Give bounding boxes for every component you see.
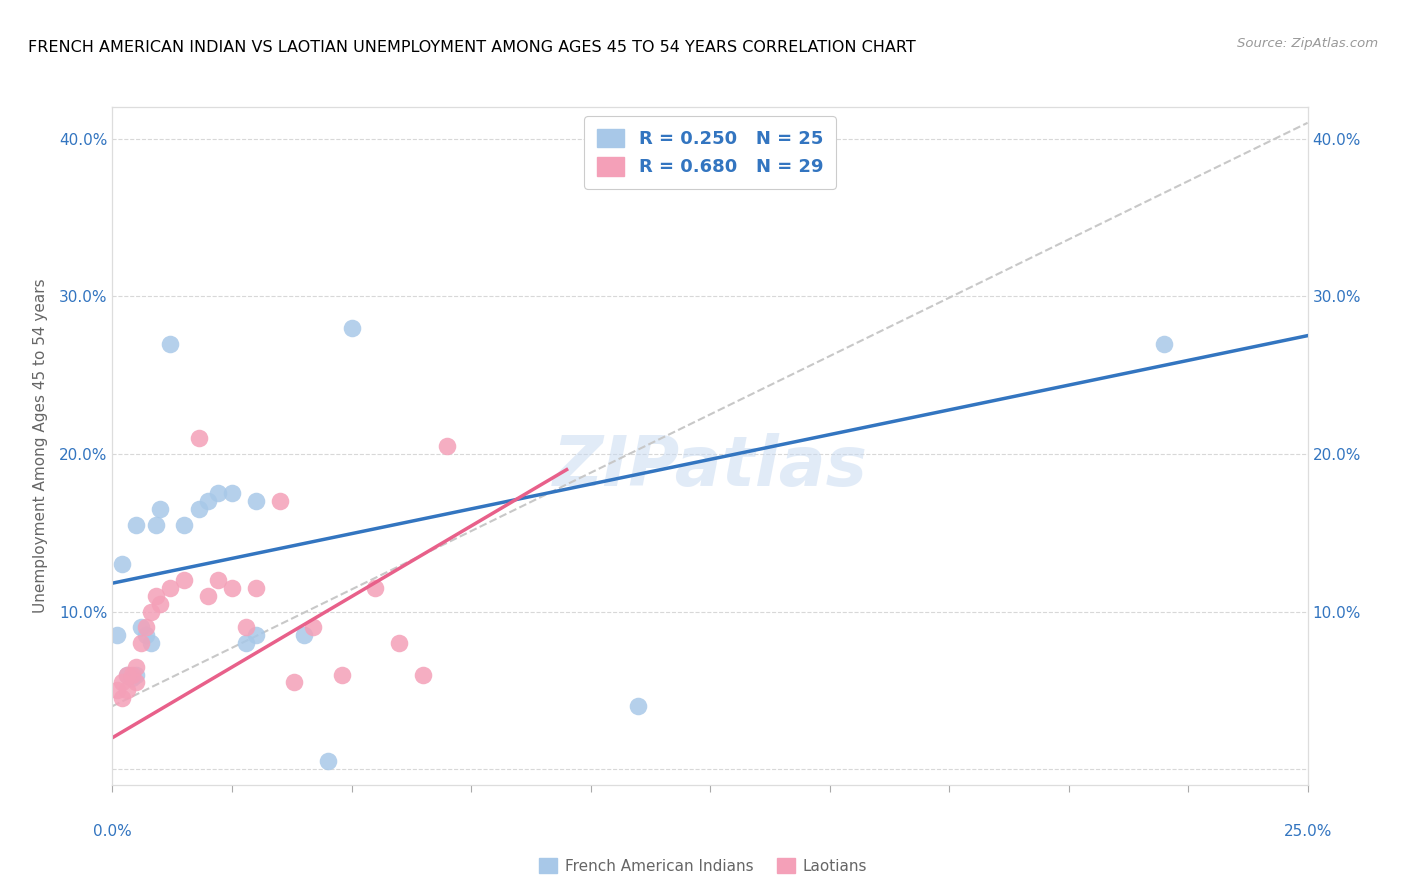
Point [316, 754, 339, 768]
Point [159, 336, 181, 351]
Text: FRENCH AMERICAN INDIAN VS LAOTIAN UNEMPLOYMENT AMONG AGES 45 TO 54 YEARS CORRELA: FRENCH AMERICAN INDIAN VS LAOTIAN UNEMPL… [28, 40, 915, 55]
Point [1153, 336, 1175, 351]
Point [221, 486, 243, 500]
Point [207, 573, 229, 587]
Point [364, 581, 387, 595]
Point [121, 671, 143, 685]
Point [302, 620, 325, 634]
Point [121, 667, 143, 681]
Text: 0.0%: 0.0% [93, 824, 132, 839]
Point [111, 558, 134, 572]
Point [129, 620, 152, 634]
Text: 25.0%: 25.0% [1284, 824, 1331, 839]
Point [115, 683, 138, 698]
Point [111, 691, 134, 706]
Text: ZIPatlas: ZIPatlas [553, 433, 868, 500]
Point [412, 667, 434, 681]
Point [245, 494, 267, 508]
Point [159, 581, 181, 595]
Point [149, 597, 172, 611]
Point [436, 439, 458, 453]
Point [115, 667, 138, 681]
Point [197, 589, 219, 603]
Legend: French American Indians, Laotians: French American Indians, Laotians [533, 852, 873, 880]
Point [173, 517, 195, 532]
Point [145, 517, 167, 532]
Point [139, 605, 162, 619]
Point [292, 628, 315, 642]
Point [187, 502, 209, 516]
Point [115, 667, 138, 681]
Point [129, 636, 152, 650]
Point [125, 675, 148, 690]
Point [139, 636, 162, 650]
Point [173, 573, 195, 587]
Point [221, 581, 243, 595]
Point [245, 581, 267, 595]
Point [125, 659, 148, 673]
Legend: R = 0.250   N = 25, R = 0.680   N = 29: R = 0.250 N = 25, R = 0.680 N = 29 [585, 116, 835, 189]
Point [207, 486, 229, 500]
Point [187, 431, 209, 445]
Point [283, 675, 305, 690]
Point [627, 699, 650, 714]
Text: Source: ZipAtlas.com: Source: ZipAtlas.com [1237, 37, 1378, 51]
Point [125, 667, 148, 681]
Point [135, 620, 157, 634]
Point [145, 589, 167, 603]
Point [111, 675, 134, 690]
Point [245, 628, 267, 642]
Point [235, 620, 257, 634]
Point [330, 667, 353, 681]
Point [235, 636, 257, 650]
Point [135, 628, 157, 642]
Point [340, 320, 363, 334]
Point [105, 628, 128, 642]
Point [105, 683, 128, 698]
Point [125, 517, 148, 532]
Point [149, 502, 172, 516]
Y-axis label: Unemployment Among Ages 45 to 54 years: Unemployment Among Ages 45 to 54 years [32, 278, 48, 614]
Point [269, 494, 291, 508]
Point [388, 636, 411, 650]
Point [197, 494, 219, 508]
